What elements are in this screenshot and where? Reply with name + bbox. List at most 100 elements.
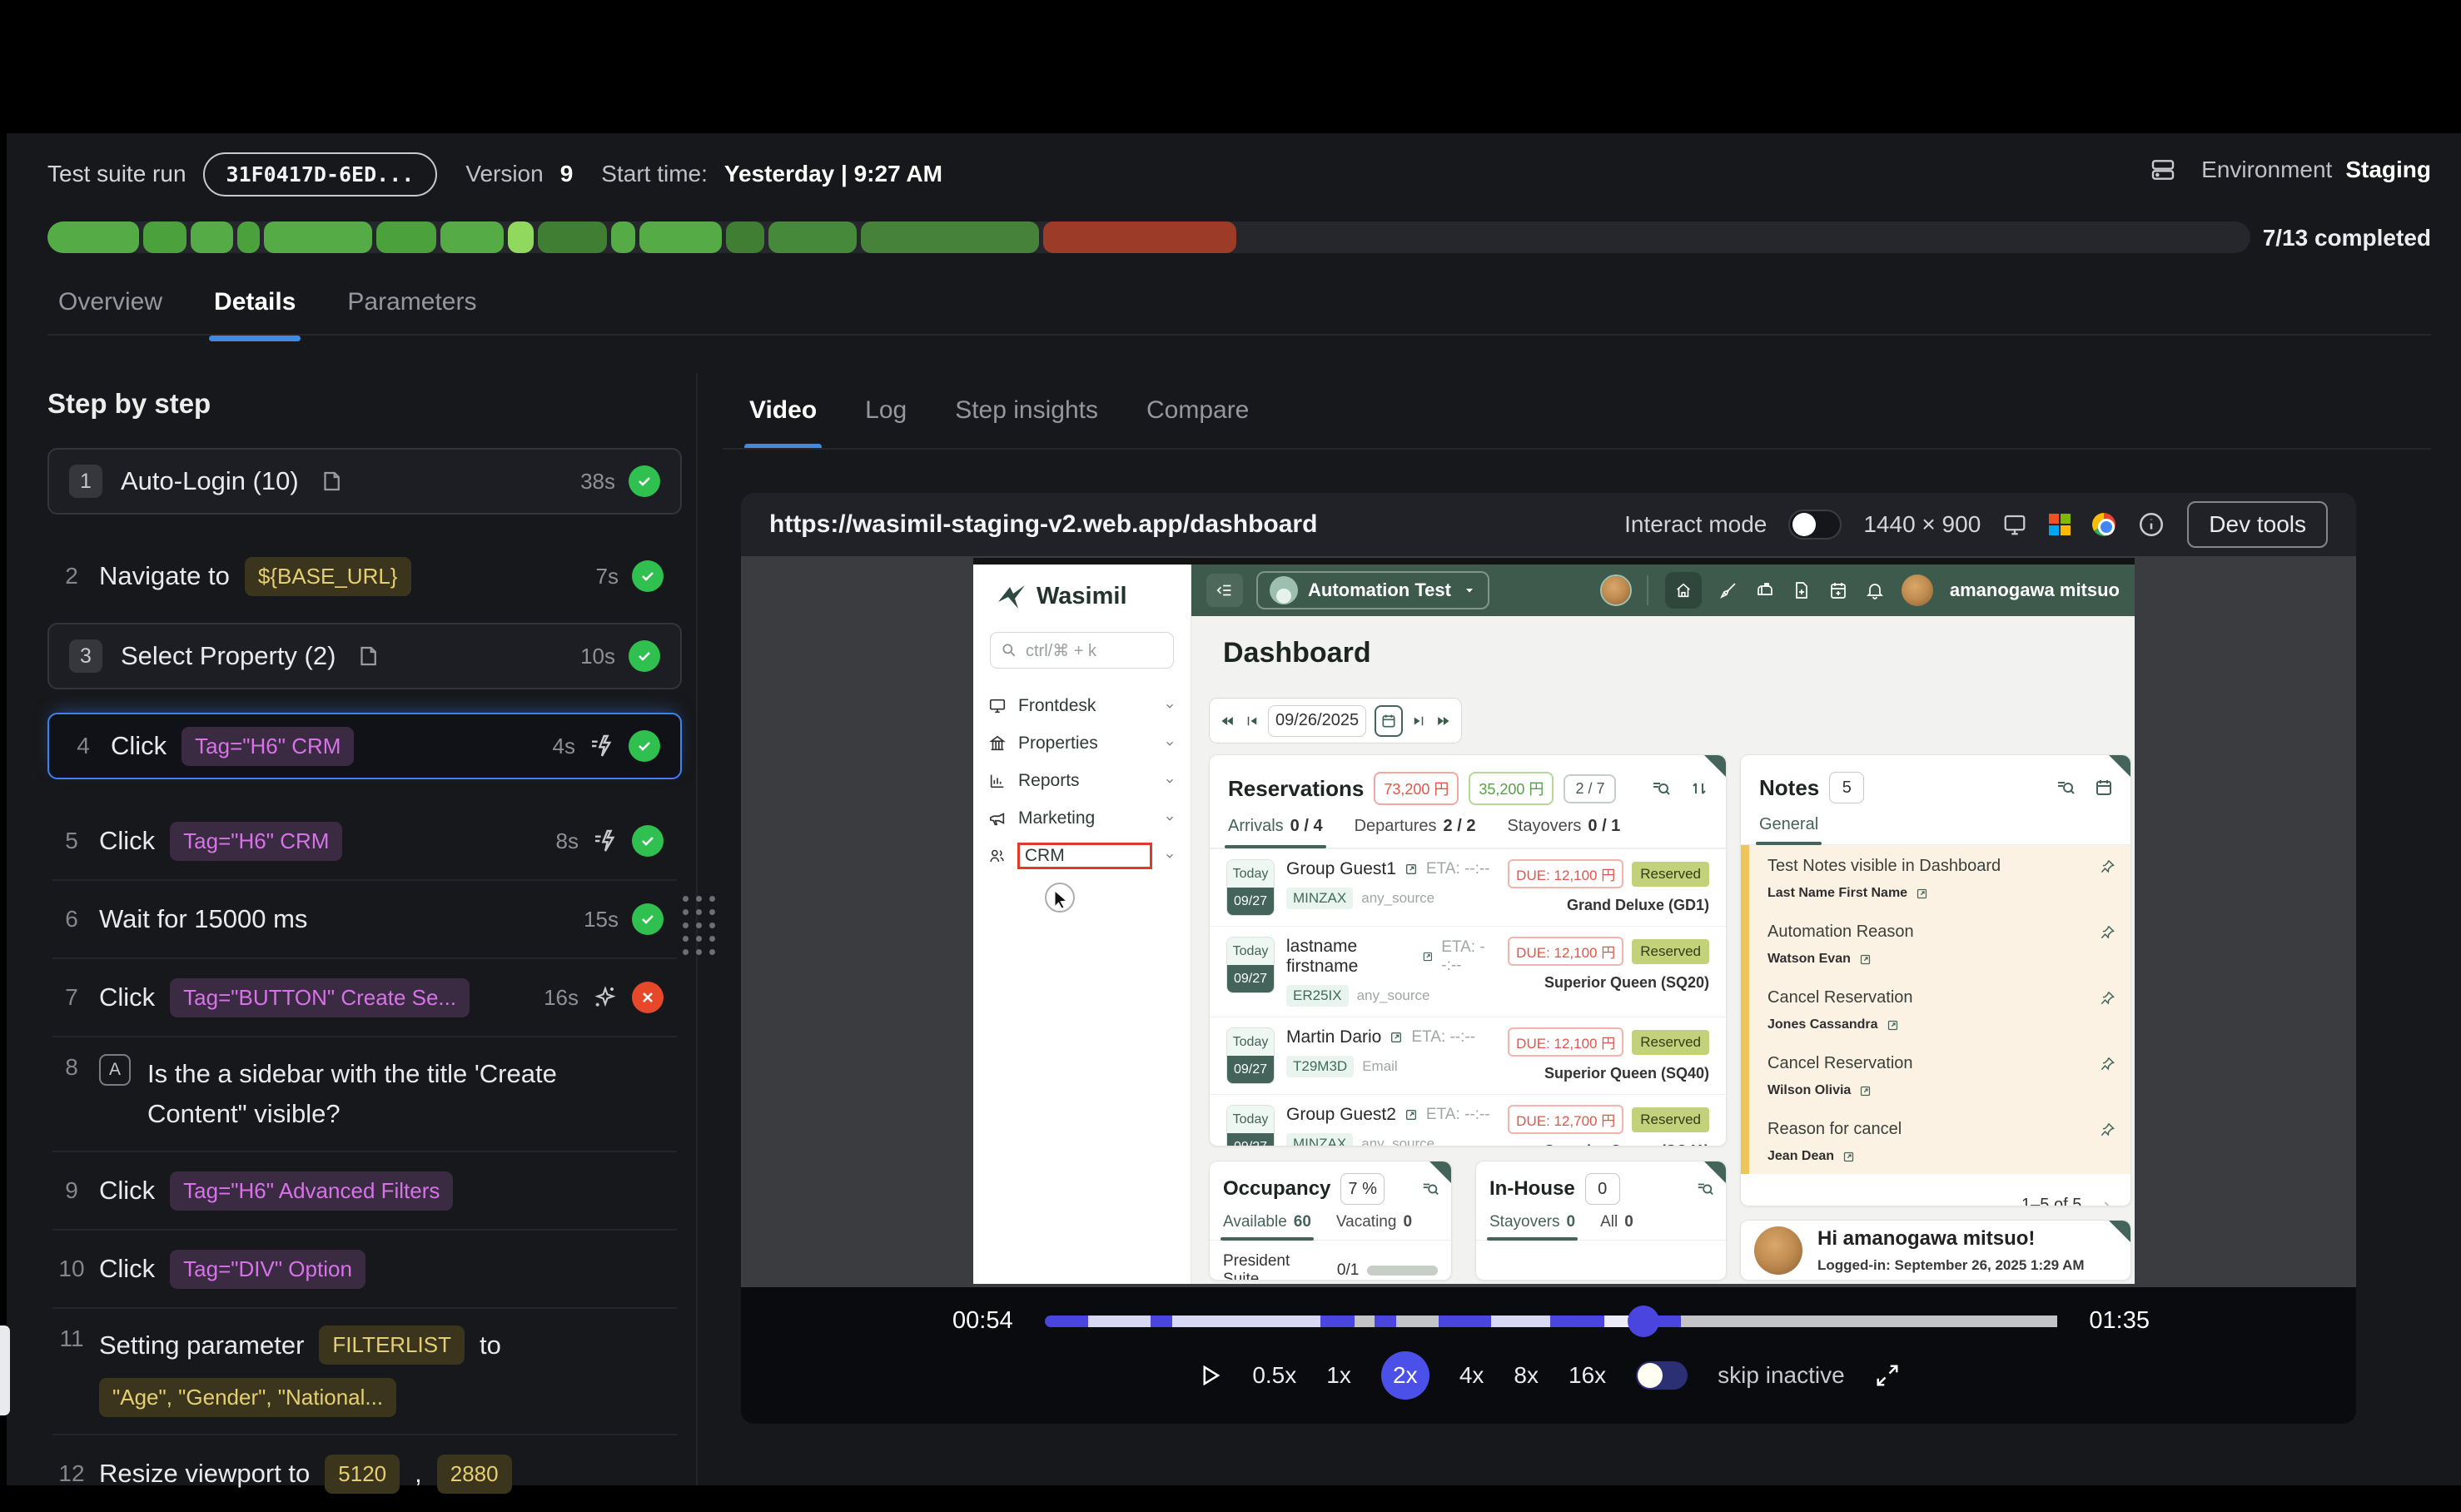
mailbox-icon[interactable] bbox=[1755, 580, 1775, 600]
app-search-input[interactable]: ctrl/⌘ + k bbox=[990, 632, 1174, 669]
tab-video[interactable]: Video bbox=[743, 396, 823, 450]
tab-departures[interactable]: Departures 2 / 2 bbox=[1354, 817, 1476, 835]
interact-mode-toggle[interactable] bbox=[1788, 510, 1842, 540]
external-link-icon[interactable] bbox=[1859, 953, 1872, 966]
timeline-playhead[interactable] bbox=[1628, 1305, 1660, 1337]
external-link-icon[interactable] bbox=[1916, 888, 1928, 900]
step-row-group[interactable]: 3 Select Property (2) 10s bbox=[47, 623, 682, 689]
skip-inactive-toggle[interactable] bbox=[1636, 1361, 1688, 1390]
step-row-selected[interactable]: 4 Click Tag="H6" CRM 4s bbox=[47, 713, 682, 779]
speed-4x[interactable]: 4x bbox=[1459, 1362, 1484, 1388]
menu-item-marketing[interactable]: Marketing bbox=[973, 799, 1191, 837]
step-row[interactable]: 5 Click Tag="H6" CRM 8s bbox=[47, 803, 682, 879]
run-progress-track[interactable] bbox=[47, 221, 2250, 253]
file-add-icon[interactable] bbox=[1792, 580, 1812, 600]
step-row[interactable]: 11 Setting parameter FILTERLIST to "Age"… bbox=[47, 1309, 682, 1434]
tab-available[interactable]: Available 60 bbox=[1221, 1213, 1314, 1241]
speed-8x[interactable]: 8x bbox=[1514, 1362, 1539, 1388]
play-button[interactable] bbox=[1197, 1363, 1222, 1388]
page-scrollbar-thumb[interactable] bbox=[0, 1325, 10, 1415]
speed-2x[interactable]: 2x bbox=[1380, 1351, 1429, 1400]
home-button[interactable] bbox=[1664, 572, 1702, 609]
note-item[interactable]: Automation Reason Watson Evan bbox=[1749, 911, 2130, 977]
monitor-icon[interactable] bbox=[2002, 512, 2027, 537]
pin-icon[interactable] bbox=[2099, 858, 2115, 875]
run-id-pill[interactable]: 31F0417D-6ED... bbox=[202, 152, 438, 196]
housekeeping-icon[interactable] bbox=[1718, 580, 1738, 600]
speed-16x[interactable]: 16x bbox=[1569, 1362, 1607, 1388]
tab-details[interactable]: Details bbox=[209, 288, 301, 341]
workspace-mini-avatar[interactable] bbox=[1599, 574, 1632, 606]
calendar-add-icon[interactable] bbox=[1828, 580, 1848, 600]
menu-item-reports[interactable]: Reports bbox=[973, 762, 1191, 799]
menu-item-crm[interactable]: CRM bbox=[973, 837, 1191, 874]
menu-item-frontdesk[interactable]: Frontdesk bbox=[973, 687, 1191, 724]
note-item[interactable]: Cancel Reservation Wilson Olivia bbox=[1749, 1042, 2130, 1108]
tab-parameters[interactable]: Parameters bbox=[347, 288, 477, 316]
list-search-icon[interactable] bbox=[1696, 1180, 1714, 1198]
sidebar-collapse-button[interactable] bbox=[1206, 574, 1243, 607]
next-day-icon[interactable] bbox=[1411, 714, 1426, 729]
tab-general[interactable]: General bbox=[1755, 815, 1822, 845]
video-timeline[interactable] bbox=[1044, 1305, 2058, 1337]
external-link-icon[interactable] bbox=[1405, 1108, 1418, 1122]
external-link-icon[interactable] bbox=[1859, 1085, 1872, 1097]
info-icon[interactable] bbox=[2137, 510, 2165, 539]
list-search-icon[interactable] bbox=[1651, 778, 1671, 798]
calendar-icon[interactable] bbox=[2094, 778, 2114, 798]
speed-1x[interactable]: 1x bbox=[1326, 1362, 1351, 1388]
note-item[interactable]: Reason for cancel Jean Dean bbox=[1749, 1108, 2130, 1174]
previous-day-icon[interactable] bbox=[1245, 714, 1260, 729]
fullscreen-icon[interactable] bbox=[1875, 1363, 1900, 1388]
tab-log[interactable]: Log bbox=[865, 396, 907, 424]
pin-icon[interactable] bbox=[2099, 1056, 2115, 1072]
tab-overview[interactable]: Overview bbox=[58, 288, 163, 316]
note-item[interactable]: Cancel Reservation Jones Cassandra bbox=[1749, 977, 2130, 1042]
fast-forward-icon[interactable] bbox=[1434, 713, 1451, 729]
user-avatar[interactable] bbox=[1901, 574, 1933, 606]
workspace-selector[interactable]: Automation Test bbox=[1256, 571, 1489, 609]
list-search-icon[interactable] bbox=[1421, 1180, 1439, 1198]
rewind-icon[interactable] bbox=[1220, 713, 1236, 729]
reservation-row[interactable]: Today 09/27 Martin Dario ETA: --:-- T29M3… bbox=[1210, 1017, 1726, 1094]
step-row[interactable]: 9 Click Tag="H6" Advanced Filters bbox=[47, 1152, 682, 1229]
step-row[interactable]: 6 Wait for 15000 ms 15s bbox=[47, 881, 682, 957]
reservation-row[interactable]: Today 09/27 Group Guest1 ETA: --:-- MINZA… bbox=[1210, 848, 1726, 926]
external-link-icon[interactable] bbox=[1390, 1031, 1403, 1044]
external-link-icon[interactable] bbox=[1422, 950, 1434, 963]
panel-resize-handle[interactable] bbox=[683, 896, 717, 957]
tab-vacating[interactable]: Vacating 0 bbox=[1335, 1213, 1413, 1231]
step-row[interactable]: 8 A Is the a sidebar with the title 'Cre… bbox=[47, 1037, 682, 1151]
sort-icon[interactable] bbox=[1689, 778, 1709, 798]
pin-icon[interactable] bbox=[2099, 924, 2115, 941]
browser-viewport[interactable]: Wasimil ctrl/⌘ + k Frontdesk Properties bbox=[973, 558, 2135, 1284]
tab-stayovers-inhouse[interactable]: Stayovers 0 bbox=[1486, 1213, 1579, 1241]
step-row[interactable]: 10 Click Tag="DIV" Option bbox=[47, 1231, 682, 1307]
tab-arrivals[interactable]: Arrivals 0 / 4 bbox=[1225, 817, 1326, 848]
step-row[interactable]: 2 Navigate to ${BASE_URL} 7s bbox=[47, 538, 682, 614]
reservation-row[interactable]: Today 09/27 Group Guest2 ETA: --:-- MINZA… bbox=[1210, 1094, 1726, 1146]
tab-all[interactable]: All 0 bbox=[1600, 1213, 1633, 1231]
tab-compare[interactable]: Compare bbox=[1146, 396, 1250, 424]
tab-step-insights[interactable]: Step insights bbox=[955, 396, 1098, 424]
speed-0.5x[interactable]: 0.5x bbox=[1252, 1362, 1297, 1388]
dev-tools-button[interactable]: Dev tools bbox=[2187, 501, 2328, 548]
calendar-picker-button[interactable] bbox=[1375, 704, 1403, 737]
url-text[interactable]: https://wasimil-staging-v2.web.app/dashb… bbox=[769, 510, 1318, 538]
external-link-icon[interactable] bbox=[1887, 1019, 1899, 1032]
step-row[interactable]: 7 Click Tag="BUTTON" Create Se... 16s bbox=[47, 959, 682, 1036]
external-link-icon[interactable] bbox=[1405, 863, 1418, 876]
pin-icon[interactable] bbox=[2099, 990, 2115, 1007]
pin-icon[interactable] bbox=[2099, 1122, 2115, 1138]
step-row[interactable]: 12 Resize viewport to 5120 , 2880 bbox=[47, 1435, 682, 1512]
list-search-icon[interactable] bbox=[2056, 778, 2076, 798]
step-row-group[interactable]: 1 Auto-Login (10) 38s bbox=[47, 448, 682, 515]
tab-stayovers[interactable]: Stayovers 0 / 1 bbox=[1507, 817, 1621, 835]
bell-icon[interactable] bbox=[1865, 580, 1885, 600]
date-input[interactable]: 09/26/2025 bbox=[1268, 704, 1367, 737]
menu-item-properties[interactable]: Properties bbox=[973, 724, 1191, 762]
note-item[interactable]: Test Notes visible in Dashboard Last Nam… bbox=[1749, 845, 2130, 911]
external-link-icon[interactable] bbox=[1842, 1151, 1855, 1163]
pagination-next-icon[interactable]: › bbox=[2103, 1192, 2110, 1206]
reservation-row[interactable]: Today 09/27 lastname firstname ETA: --:--… bbox=[1210, 926, 1726, 1017]
